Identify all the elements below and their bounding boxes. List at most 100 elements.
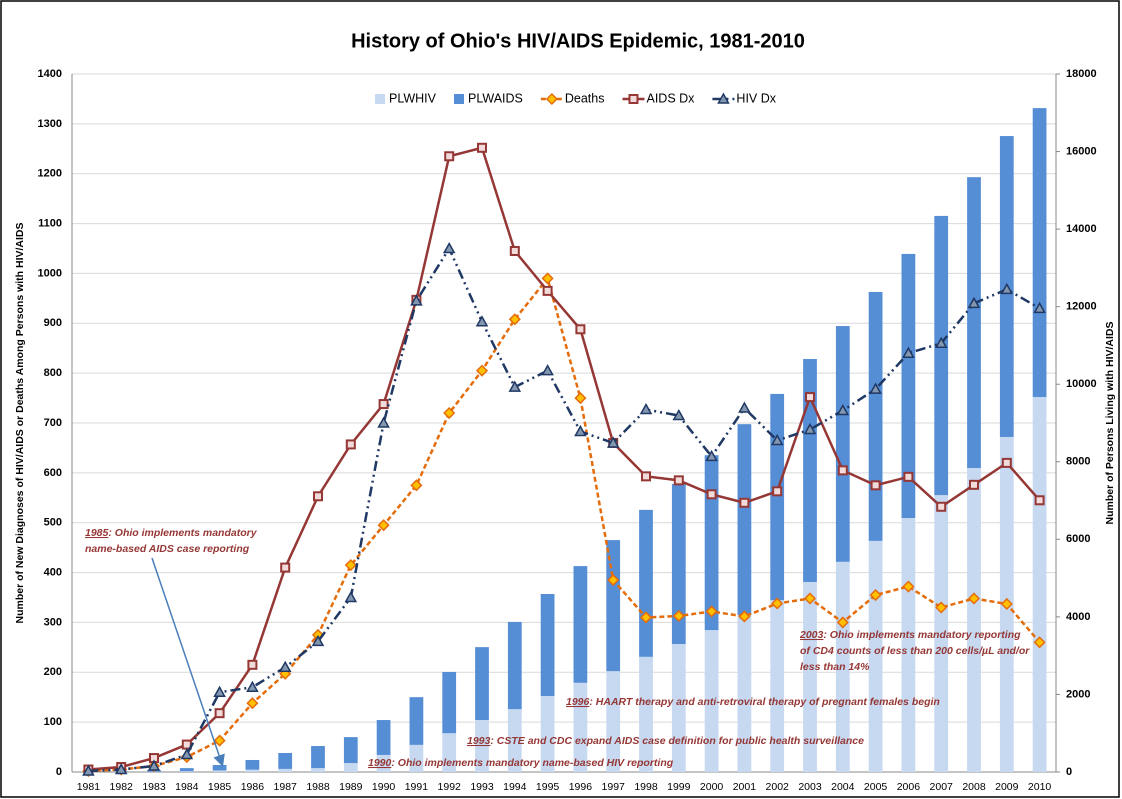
annotation: name-based AIDS case reporting xyxy=(85,543,250,555)
marker xyxy=(545,92,558,106)
marker xyxy=(82,764,95,776)
annotation-year: 1985 xyxy=(85,527,109,539)
legend-swatch xyxy=(454,94,464,104)
line-series xyxy=(88,275,1041,773)
x-tick-label: 1983 xyxy=(142,781,166,793)
annotation-text: : Ohio implements mandatory xyxy=(108,527,257,539)
marker xyxy=(344,559,357,572)
marker xyxy=(410,294,423,306)
marker xyxy=(278,660,292,673)
y-axis-title: Number of New Diagnoses of HIV/AIDS or D… xyxy=(14,223,26,624)
legend-label: Deaths xyxy=(565,91,605,105)
marker xyxy=(313,491,323,502)
marker xyxy=(477,142,487,153)
marker xyxy=(738,610,751,623)
marker xyxy=(706,489,717,500)
marker xyxy=(803,592,817,605)
y2-tick-label: 10000 xyxy=(1066,378,1097,390)
annotation-text: : Ohio implements mandatory name-based H… xyxy=(391,757,673,769)
marker xyxy=(377,519,390,532)
bar xyxy=(376,720,391,755)
y-tick-label: 800 xyxy=(44,367,62,379)
marker xyxy=(1000,282,1014,295)
legend-label: AIDS Dx xyxy=(646,91,695,105)
marker xyxy=(246,680,259,692)
x-tick-label: 1982 xyxy=(110,781,134,793)
bar xyxy=(409,744,424,772)
marker xyxy=(772,486,783,497)
legend-label: PLWAIDS xyxy=(468,91,523,105)
marker xyxy=(508,313,521,326)
y2-tick-label: 14000 xyxy=(1066,223,1097,235)
bar xyxy=(245,769,260,772)
marker xyxy=(739,497,750,508)
marker xyxy=(869,382,882,394)
bar xyxy=(835,561,850,772)
x-tick-label: 1981 xyxy=(77,781,101,793)
bar xyxy=(606,540,621,672)
bar xyxy=(245,759,260,770)
marker xyxy=(246,697,259,710)
y-tick-label: 0 xyxy=(56,766,62,778)
annotation: 2003: Ohio implements mandatory reportin… xyxy=(799,629,1021,641)
bar xyxy=(540,594,555,696)
marker xyxy=(574,424,587,437)
marker xyxy=(1033,301,1046,314)
chart-title: History of Ohio's HIV/AIDS Epidemic, 198… xyxy=(351,30,805,52)
bar xyxy=(442,671,457,734)
legend-item: PLWAIDS xyxy=(454,91,523,105)
x-tick-label: 1996 xyxy=(569,781,593,793)
bar xyxy=(179,768,194,772)
x-tick-label: 1986 xyxy=(241,781,265,793)
legend-label: PLWHIV xyxy=(389,91,437,105)
marker xyxy=(541,272,554,285)
x-tick-label: 2007 xyxy=(930,781,954,793)
y-tick-label: 1300 xyxy=(38,118,62,130)
marker xyxy=(836,616,849,629)
y-tick-label: 500 xyxy=(44,517,62,529)
bar xyxy=(475,647,489,721)
y-tick-label: 1400 xyxy=(38,68,62,80)
y2-tick-label: 12000 xyxy=(1066,301,1097,313)
marker xyxy=(717,92,730,104)
annotation: of CD4 counts of less than 200 cells/µL … xyxy=(800,645,1030,657)
marker xyxy=(443,406,456,420)
bar xyxy=(967,467,981,772)
annotation-text: name-based AIDS case reporting xyxy=(85,543,250,555)
marker xyxy=(213,734,226,747)
y-tick-label: 200 xyxy=(44,666,62,678)
bar xyxy=(507,621,522,710)
marker xyxy=(214,708,225,719)
marker xyxy=(475,315,489,327)
annotation-year: 1993 xyxy=(467,735,491,747)
marker xyxy=(869,588,882,602)
y-tick-label: 900 xyxy=(44,317,62,329)
marker xyxy=(967,296,981,309)
legend-item: PLWHIV xyxy=(375,91,437,105)
bar xyxy=(442,733,457,772)
y2-tick-label: 18000 xyxy=(1066,68,1097,80)
x-tick-label: 2002 xyxy=(766,781,790,793)
marker xyxy=(969,479,979,490)
marker xyxy=(508,380,522,392)
marker xyxy=(475,364,489,377)
line-series xyxy=(88,146,1041,771)
marker xyxy=(935,601,948,614)
bar xyxy=(409,697,424,745)
y2-tick-label: 4000 xyxy=(1066,611,1090,623)
bar xyxy=(770,600,785,772)
annotation-year: 1990 xyxy=(368,757,392,769)
bar xyxy=(835,326,850,562)
marker xyxy=(771,597,784,610)
marker xyxy=(606,436,620,448)
marker xyxy=(705,449,718,462)
marker xyxy=(114,762,128,775)
line-series xyxy=(88,245,1041,773)
bar xyxy=(704,455,719,631)
x-tick-label: 1998 xyxy=(634,781,658,793)
legend-item: AIDS Dx xyxy=(622,91,695,105)
annotation-text: : HAART therapy and anti-retroviral ther… xyxy=(589,696,939,708)
annotation-year: 2003 xyxy=(799,629,824,641)
bar xyxy=(311,768,325,772)
marker xyxy=(672,609,685,623)
